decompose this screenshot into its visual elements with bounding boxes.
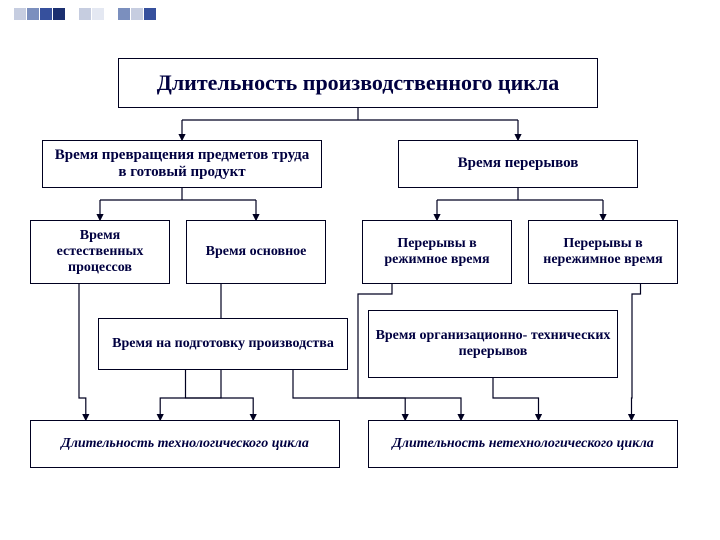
node-natural-processes: Время естественных процессов bbox=[30, 220, 170, 284]
deco-sq bbox=[92, 8, 104, 20]
node-transform-time: Время превращения предметов труда в гото… bbox=[42, 140, 322, 188]
node-break-time: Время перерывов bbox=[398, 140, 638, 188]
node-tech-cycle-duration: Длительность технологического цикла bbox=[30, 420, 340, 468]
node-root: Длительность производственного цикла bbox=[118, 58, 598, 108]
deco-sq bbox=[27, 8, 39, 20]
deco-sq bbox=[66, 8, 78, 20]
deco-sq bbox=[79, 8, 91, 20]
deco-sq bbox=[131, 8, 143, 20]
deco-sq bbox=[105, 8, 117, 20]
node-org-tech-breaks: Время организационно- технических переры… bbox=[368, 310, 618, 378]
node-regime-breaks: Перерывы в режимное время bbox=[362, 220, 512, 284]
deco-sq bbox=[40, 8, 52, 20]
deco-sq bbox=[53, 8, 65, 20]
node-prep-time: Время на подготовку производства bbox=[98, 318, 348, 370]
node-main-time: Время основное bbox=[186, 220, 326, 284]
header-decoration bbox=[14, 8, 156, 20]
deco-sq bbox=[14, 8, 26, 20]
node-nontech-cycle-duration: Длительность нетехнологического цикла bbox=[368, 420, 678, 468]
deco-sq bbox=[118, 8, 130, 20]
deco-sq bbox=[144, 8, 156, 20]
node-nonregime-breaks: Перерывы в нережимное время bbox=[528, 220, 678, 284]
